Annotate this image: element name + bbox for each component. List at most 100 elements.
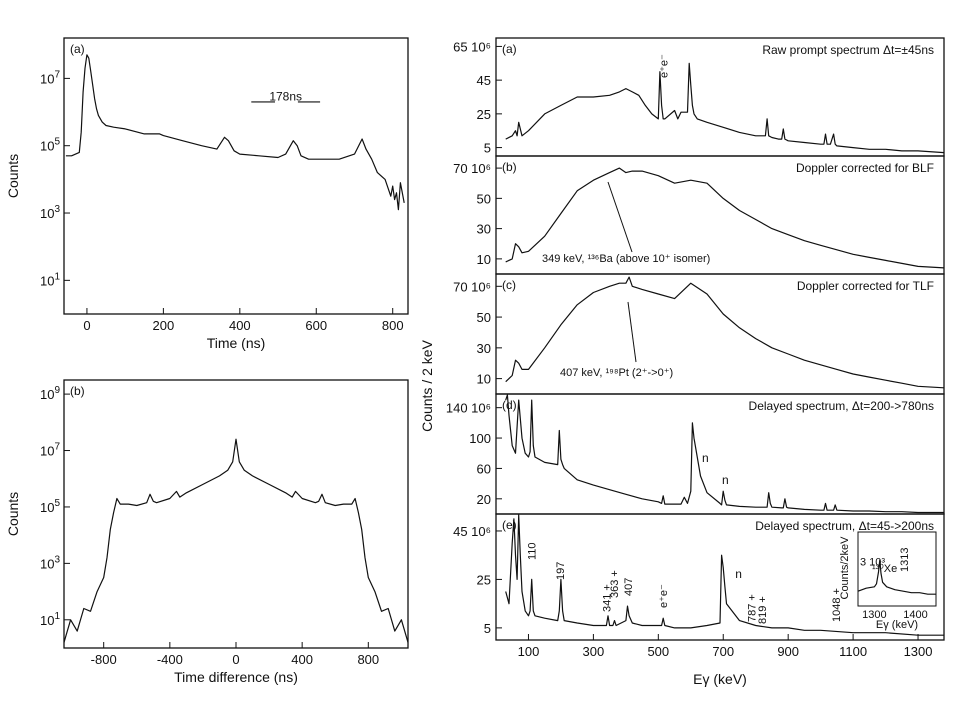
x-tick-label-right-e: 500: [647, 644, 669, 659]
peak-label: 110: [527, 542, 539, 560]
annotation-407kev: 407 keV, ¹⁹⁸Pt (2⁺->0⁺): [560, 367, 673, 379]
x-tick-label-right-e: 300: [583, 644, 605, 659]
x-tick-label-a: 600: [305, 318, 327, 333]
panel-title-right-d: Delayed spectrum, Δt=200->780ns: [749, 399, 934, 413]
peak-label: e⁺e⁻: [658, 584, 670, 608]
y-tick-label-b: 101: [40, 611, 60, 628]
x-tick-label-b: -400: [157, 652, 183, 667]
panel-title-right-c: Doppler corrected for TLF: [797, 279, 934, 293]
y-tick-label-right-c: 50: [477, 310, 491, 325]
y-tick-label-right-a: 25: [477, 107, 491, 122]
x-tick-label-right-e: 1300: [904, 644, 933, 659]
y-tick-label-a: 103: [40, 204, 60, 221]
panel-frame-right-e: [495, 513, 945, 641]
panel-title-right-a: Raw prompt spectrum Δt=±45ns: [762, 43, 934, 57]
peak-label: 341 +: [602, 584, 614, 612]
series-line-right-e: [505, 514, 944, 636]
y-tick-label-right-b: 10: [477, 252, 491, 267]
panel-frame-b: [63, 379, 409, 649]
inset-x-tick-label: 1300: [862, 609, 886, 621]
y-tick-label-a: 107: [40, 69, 60, 86]
peak-label: 787 +: [746, 594, 758, 622]
x-tick-label-b: 400: [291, 652, 313, 667]
y-tick-label-b: 109: [40, 385, 60, 402]
y-tick-label-right-e: 45 10⁶: [453, 524, 491, 539]
y-tick-label-right-a: 45: [477, 73, 491, 88]
inset-peak-label-1313: 1313: [899, 548, 911, 572]
inset-x-tick-label: 1400: [903, 609, 927, 621]
series-line-b: [63, 438, 409, 643]
y-axis-title-right: Counts / 2 keV: [419, 339, 435, 431]
x-tick-label-b: 800: [357, 652, 379, 667]
peak-label: 819 +: [757, 596, 769, 624]
x-tick-label-a: 800: [382, 318, 404, 333]
x-tick-label-a: 200: [153, 318, 175, 333]
y-tick-label-right-c: 70 10⁶: [453, 279, 491, 294]
panel-label-right-b: (b): [502, 160, 517, 174]
peak-label: 363 +: [609, 570, 621, 598]
peak-label: 197: [555, 562, 567, 580]
series-line-right-c: [505, 276, 945, 389]
annotation-line-349: [607, 181, 633, 253]
annotation-349kev: 349 keV, ¹³⁶Ba (above 10⁺ isomer): [542, 253, 710, 265]
y-axis-title-b: Counts: [5, 492, 21, 536]
inset-x-axis-title: Eγ (keV): [876, 619, 918, 631]
y-tick-label-a: 101: [40, 271, 60, 288]
peak-label: 407: [623, 578, 635, 596]
panel-label-right-e: (e): [502, 518, 517, 532]
y-tick-label-right-a: 65 10⁶: [453, 39, 491, 54]
panel-label-right-d: (d): [502, 398, 517, 412]
panel-title-right-b: Doppler corrected for BLF: [796, 161, 934, 175]
annotation-line-407: [627, 301, 637, 363]
y-tick-label-right-c: 10: [477, 372, 491, 387]
y-tick-label-a: 105: [40, 137, 60, 154]
y-tick-label-right-b: 30: [477, 222, 491, 237]
series-line-right-a: [505, 62, 945, 154]
inset-series-line: [857, 559, 936, 595]
inset-y-axis-title: Counts/2keV: [839, 536, 851, 600]
y-tick-label-right-d: 100: [469, 431, 491, 446]
x-tick-label-right-e: 100: [518, 644, 540, 659]
x-tick-label-b: 0: [232, 652, 239, 667]
annotation-n-2: n: [722, 473, 729, 487]
x-tick-label-right-e: 700: [712, 644, 734, 659]
y-tick-label-right-a: 5: [484, 141, 491, 156]
panel-label-a: (a): [70, 42, 85, 56]
annotation-n-1: n: [702, 451, 709, 465]
x-tick-label-right-e: 1100: [839, 644, 867, 659]
panel-title-right-e: Delayed spectrum, Δt=45->200ns: [755, 519, 934, 533]
x-tick-label-b: -800: [91, 652, 117, 667]
y-tick-label-right-d: 140 10⁶: [446, 401, 491, 416]
peak-label-n: n: [735, 567, 742, 581]
series-line-right-d: [505, 394, 944, 514]
y-tick-label-right-e: 5: [484, 621, 491, 636]
y-tick-label-right-b: 50: [477, 191, 491, 206]
panel-label-b: (b): [70, 384, 85, 398]
x-axis-title-a: Time (ns): [207, 335, 266, 351]
y-tick-label-b: 107: [40, 442, 60, 459]
x-axis-title-right-e: Eγ (keV): [693, 671, 747, 687]
y-tick-label-right-d: 60: [477, 461, 491, 476]
x-tick-label-a: 0: [83, 318, 90, 333]
series-line-right-b: [505, 167, 945, 269]
annotation-178ns: 178ns: [269, 89, 302, 103]
y-axis-title-a: Counts: [5, 154, 21, 198]
inset-peak-label-xe: ¹³⁰Xe: [872, 563, 897, 575]
inset-y-tick-label: 3 10³: [860, 557, 885, 569]
annotation-ee-a: e⁺e⁻: [658, 54, 670, 78]
y-tick-label-b: 105: [40, 498, 60, 515]
series-line-a: [65, 54, 405, 211]
y-tick-label-b: 103: [40, 554, 60, 571]
y-tick-label-right-c: 30: [477, 341, 491, 356]
x-tick-label-right-e: 900: [777, 644, 799, 659]
x-axis-title-b: Time difference (ns): [174, 669, 298, 685]
panel-frame-a: [63, 37, 409, 315]
peak-label: 1048 +: [831, 588, 843, 622]
y-tick-label-right-b: 70 10⁶: [453, 161, 491, 176]
panel-label-right-c: (c): [502, 278, 516, 292]
panel-label-right-a: (a): [502, 42, 517, 56]
y-tick-label-right-e: 25: [477, 572, 491, 587]
x-tick-label-a: 400: [229, 318, 251, 333]
y-tick-label-right-d: 20: [477, 492, 491, 507]
